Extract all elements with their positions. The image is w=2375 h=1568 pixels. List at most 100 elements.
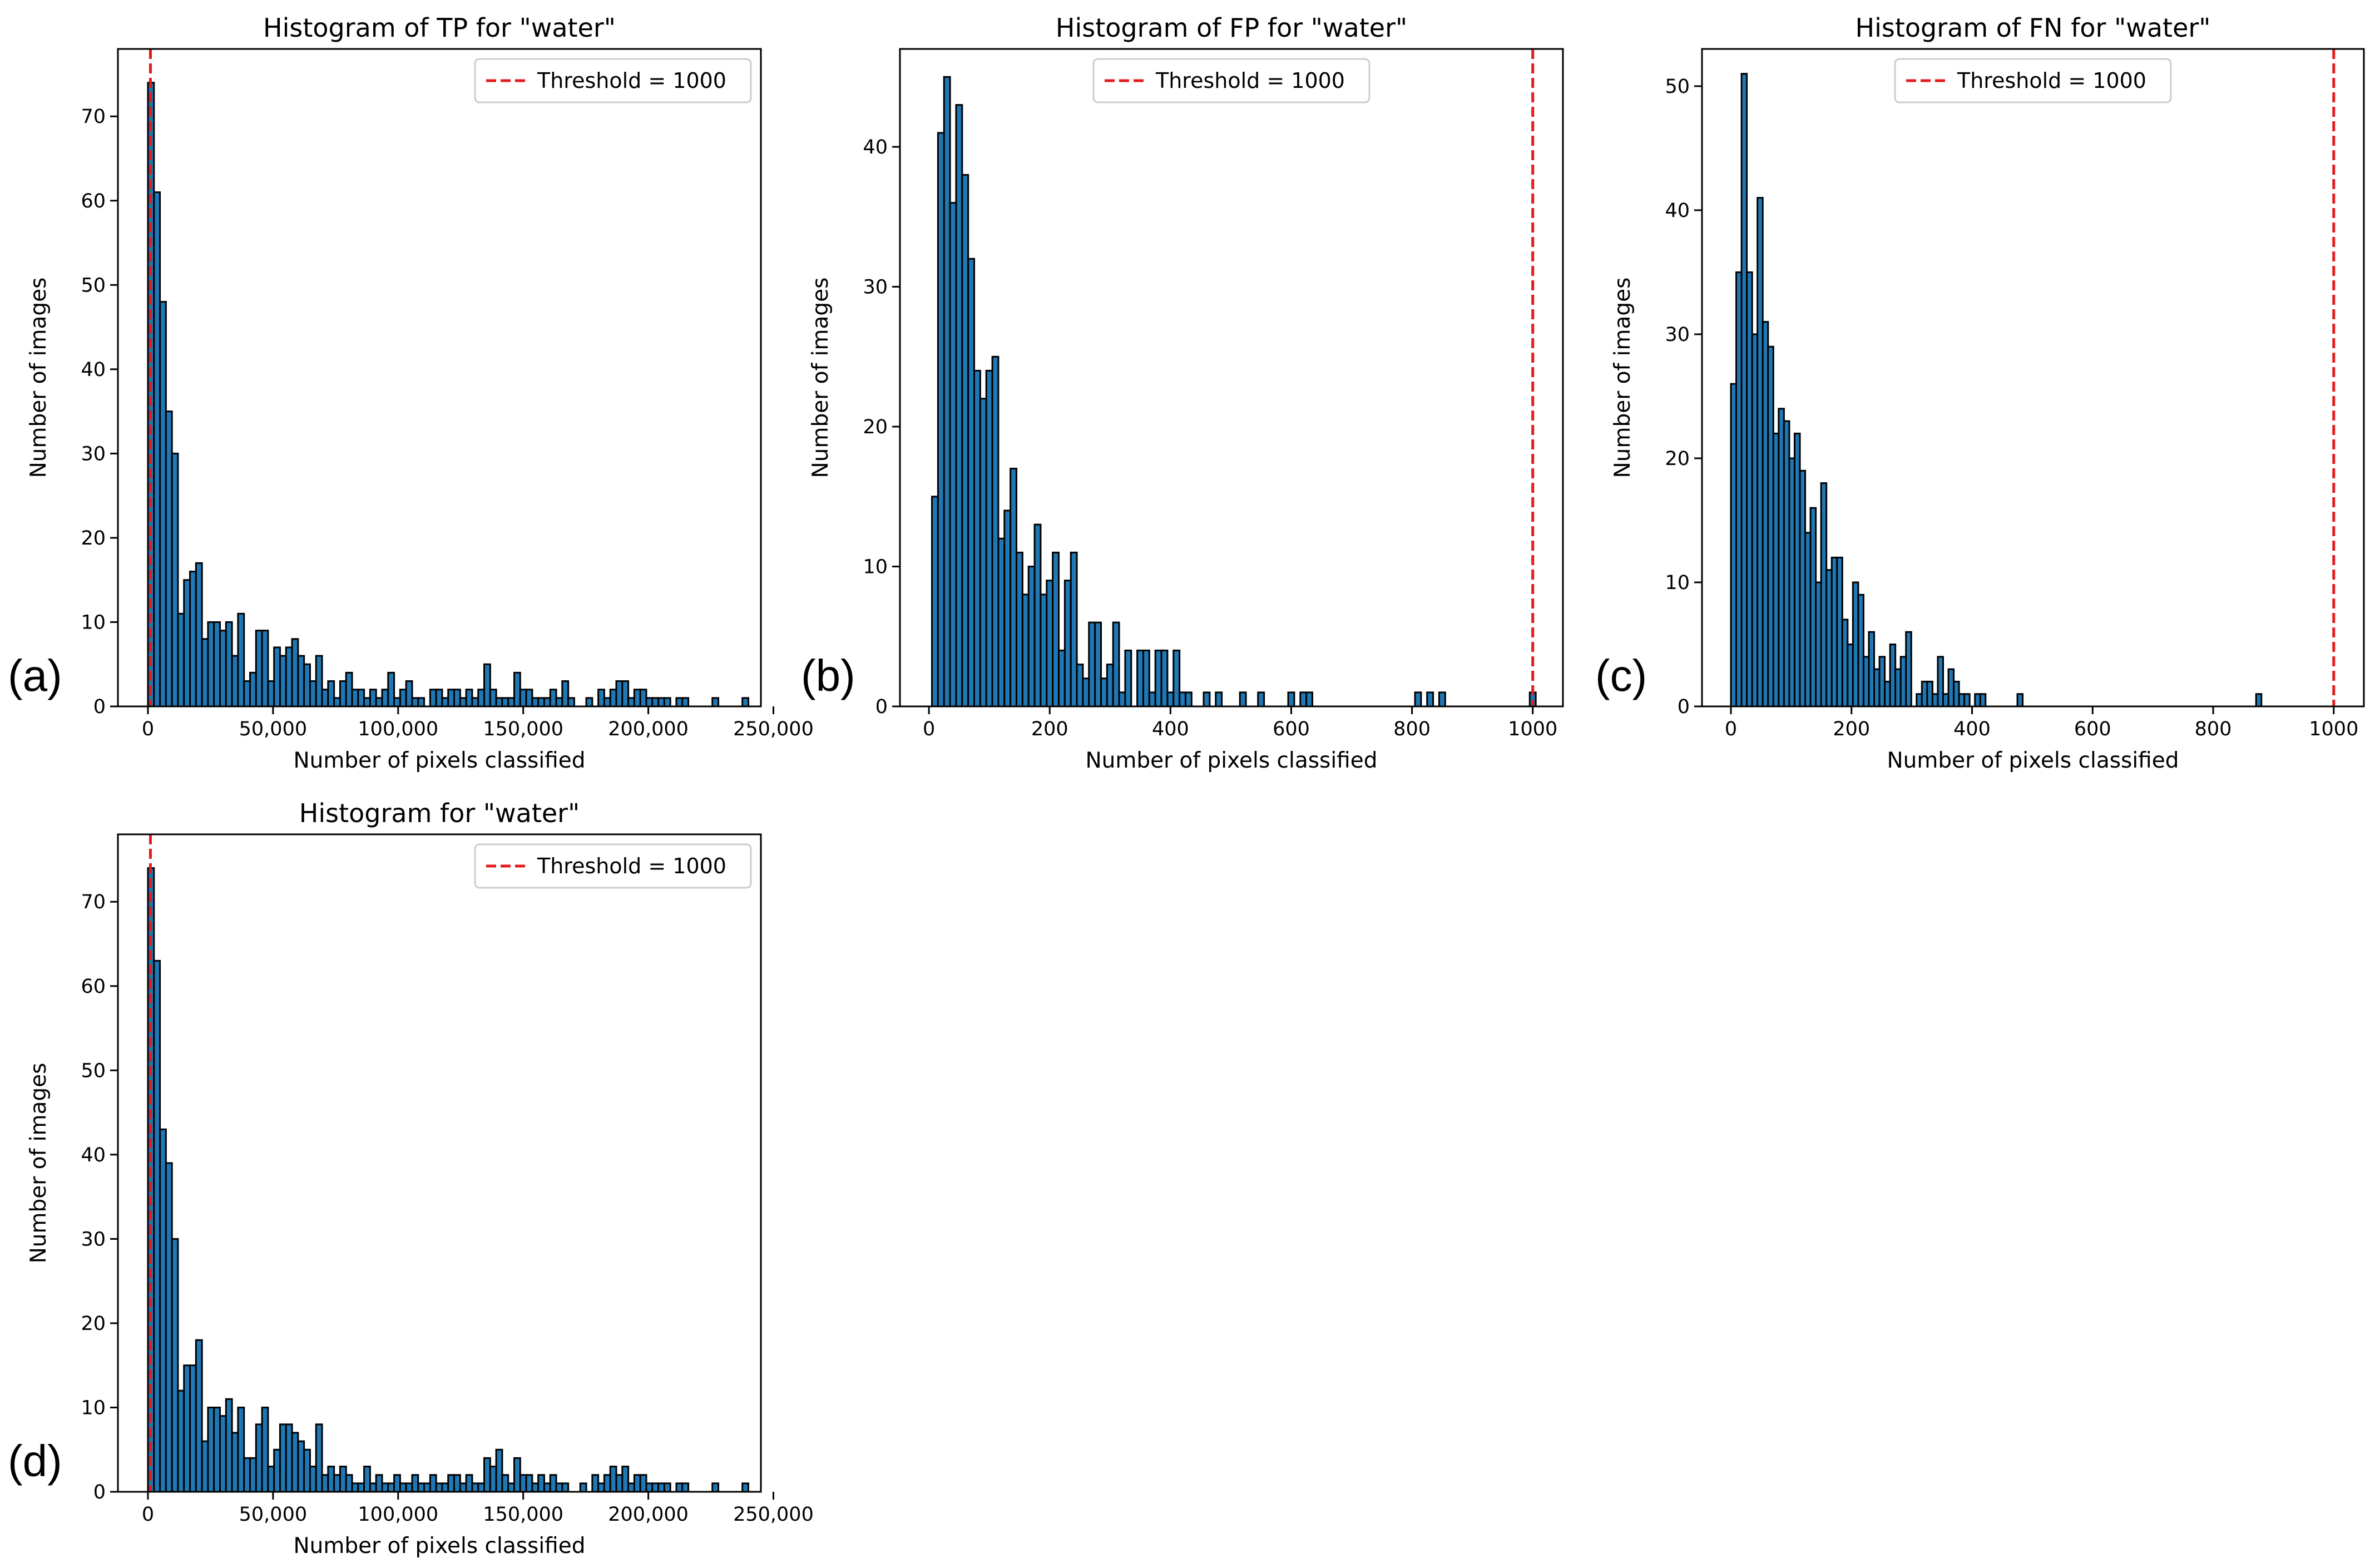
- histogram-bar: [399, 689, 407, 708]
- histogram-bar: [657, 1482, 665, 1493]
- histogram-bar: [967, 258, 976, 708]
- histogram-bar: [387, 671, 395, 708]
- histogram-bar: [1046, 580, 1054, 708]
- histogram-bar: [531, 697, 540, 708]
- histogram-bar: [309, 1466, 317, 1493]
- x-tick-label: 250,000: [733, 1503, 814, 1526]
- histogram-bar: [279, 1423, 287, 1493]
- histogram-bar: [249, 1457, 257, 1493]
- histogram-bar: [483, 1457, 491, 1493]
- histogram-bar: [267, 1466, 275, 1493]
- histogram-bar: [973, 369, 981, 708]
- y-tick-label: 50: [81, 1060, 106, 1082]
- x-tick-label: 400: [1152, 718, 1189, 740]
- histogram-bar: [387, 1482, 395, 1493]
- histogram-bar: [447, 1474, 456, 1493]
- histogram-bar: [393, 1474, 401, 1493]
- histogram-bar: [267, 680, 275, 708]
- histogram-bar: [675, 697, 684, 708]
- histogram-bar: [561, 1482, 570, 1493]
- x-tick-label: 200: [1833, 718, 1870, 740]
- histogram-bar: [333, 1474, 341, 1493]
- histogram-bar: [991, 355, 1000, 708]
- y-tick-label: 20: [81, 1313, 106, 1335]
- bars: [1730, 73, 2263, 708]
- histogram-bar: [357, 1482, 365, 1493]
- plot-frame: [117, 48, 762, 708]
- histogram-bar: [1257, 691, 1265, 708]
- histogram-bar: [621, 680, 630, 708]
- x-tick-label: 100,000: [358, 718, 438, 740]
- histogram-bar: [937, 132, 945, 708]
- bars: [147, 867, 750, 1493]
- histogram-bar: [375, 697, 383, 708]
- chart-panel-a: 0 50,000 100,000 150,000 200,000 250,000 0 10 20…: [8, 13, 814, 773]
- histogram-bar: [237, 1406, 245, 1493]
- y-tick-label: 40: [863, 136, 888, 159]
- histogram-bar: [525, 1474, 533, 1493]
- histogram-bar: [285, 646, 293, 708]
- histogram-bar: [1106, 664, 1114, 708]
- histogram-bar: [309, 680, 317, 708]
- histogram-bar: [543, 697, 551, 708]
- x-tick-label: 250,000: [733, 718, 814, 740]
- histogram-bar: [1184, 691, 1193, 708]
- chart-panel-d: 0 50,000 100,000 150,000 200,000 250,000 0 10 20…: [8, 798, 814, 1559]
- histogram-bar: [255, 630, 263, 708]
- histogram-bar: [147, 82, 155, 708]
- histogram-bar: [411, 697, 419, 708]
- histogram-bar: [429, 1474, 437, 1493]
- chart-title: Histogram of FN for "water": [1856, 13, 2211, 43]
- histogram-bar: [345, 671, 353, 708]
- y-tick-label: 40: [1665, 200, 1690, 222]
- histogram-bar: [1172, 649, 1181, 708]
- histogram-bar: [609, 689, 617, 708]
- x-tick-label: 600: [1273, 718, 1310, 740]
- y-tick-label: 70: [81, 891, 106, 913]
- x-tick-label: 150,000: [483, 1503, 563, 1526]
- histogram-bar: [471, 697, 479, 708]
- legend: Threshold = 1000: [474, 843, 752, 889]
- y-tick-label: 10: [863, 556, 888, 578]
- histogram-bar: [255, 1423, 263, 1493]
- histogram-bar: [1299, 691, 1308, 708]
- histogram-bar: [1287, 691, 1295, 708]
- histogram-bar: [363, 1466, 371, 1493]
- histogram-bar: [225, 621, 233, 708]
- histogram-bar: [279, 655, 287, 708]
- plot-frame: [1701, 48, 2365, 708]
- x-tick-label: 800: [1393, 718, 1431, 740]
- histogram-bar: [1414, 691, 1422, 708]
- histogram-bar: [435, 689, 443, 708]
- histogram-bar: [201, 1440, 209, 1493]
- histogram-bar: [237, 612, 245, 708]
- histogram-bar: [369, 1482, 377, 1493]
- y-tick-label: 50: [1665, 76, 1690, 98]
- x-axis-label: Number of pixels classified: [293, 1534, 585, 1559]
- histogram-bar: [225, 1398, 233, 1493]
- legend-box: [474, 843, 752, 889]
- histogram-bar: [931, 496, 939, 708]
- x-tick-label: 0: [142, 1503, 154, 1526]
- histogram-bar: [483, 663, 491, 708]
- y-tick-label: 0: [93, 1481, 106, 1503]
- histogram-bar: [327, 1466, 335, 1493]
- legend-label: Threshold = 1000: [537, 854, 726, 878]
- plot-frame: [117, 833, 762, 1493]
- histogram-bar: [1136, 649, 1145, 708]
- histogram-bar: [447, 689, 456, 708]
- histogram-bar: [597, 689, 605, 708]
- histogram-bar: [381, 689, 389, 708]
- histogram-bar: [189, 571, 197, 708]
- histogram-bar: [303, 1448, 311, 1493]
- histogram-bar: [441, 1482, 449, 1493]
- histogram-bar: [417, 1482, 425, 1493]
- histogram-bar: [1100, 677, 1108, 708]
- histogram-bar: [1033, 523, 1042, 708]
- histogram-bar: [477, 1482, 486, 1493]
- histogram-bar: [369, 689, 377, 708]
- histogram-bar: [639, 689, 647, 708]
- histogram-bar: [597, 1482, 605, 1493]
- y-axis-label: Number of images: [26, 278, 51, 478]
- chart-title: Histogram of TP for "water": [263, 13, 616, 43]
